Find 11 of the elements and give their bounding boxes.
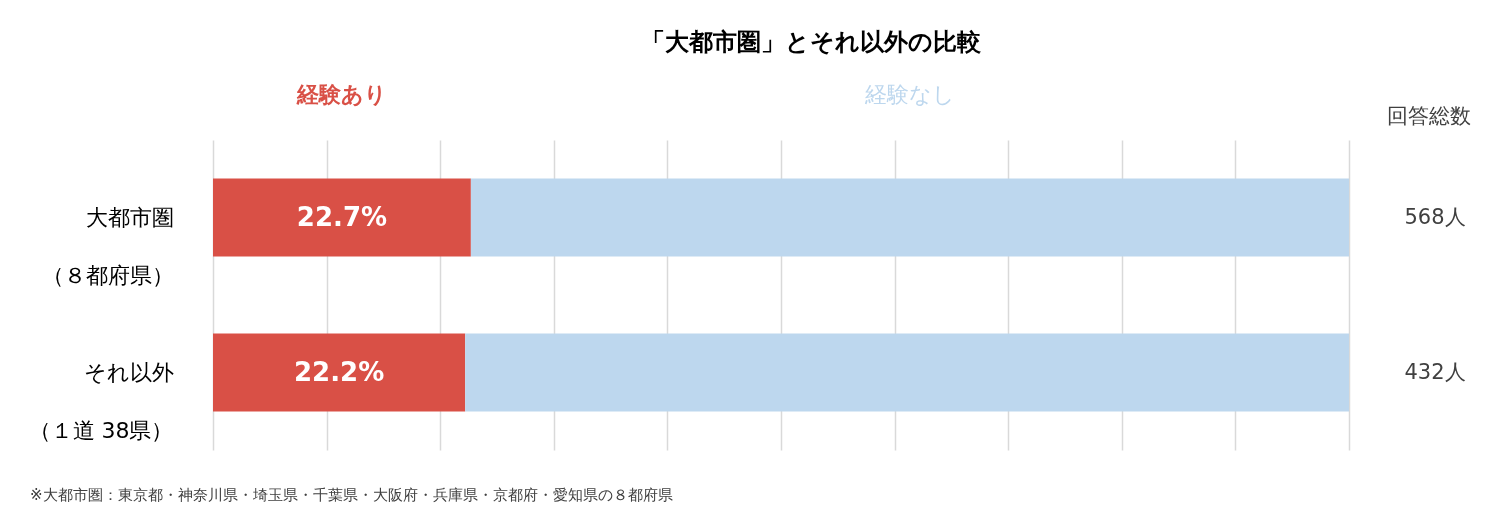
text: ※大都市圏：東京都・神奈川県・埼玉県・千葉県・大阪府・兵庫県・京都府・愛知県の８都府県 bbox=[30, 486, 673, 504]
text: 432人 bbox=[1404, 359, 1466, 384]
chart-title: 「大都市圏」とそれ以外の比較 bbox=[641, 28, 982, 56]
text: 回答総数 bbox=[1387, 104, 1471, 128]
text: 経験なし bbox=[863, 82, 955, 107]
category-label: 大都市圏（８都府県） bbox=[41, 204, 174, 288]
text: 経験あり bbox=[295, 82, 387, 107]
data-label: 22.2% bbox=[293, 356, 385, 387]
category-label: それ以外（１道 38県） bbox=[28, 359, 174, 443]
data-label: 22.7% bbox=[296, 201, 388, 232]
text: 568人 bbox=[1404, 204, 1466, 229]
